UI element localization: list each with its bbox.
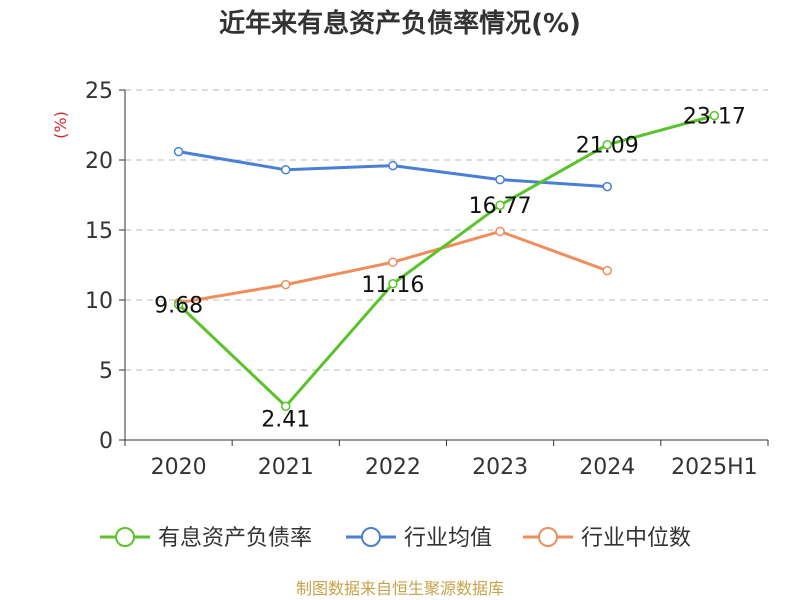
legend-item-0: 有息资产负债率 xyxy=(100,526,312,551)
series-line-0 xyxy=(177,114,715,408)
y-tick-label: 20 xyxy=(85,149,113,174)
x-tick-label: 2025H1 xyxy=(671,455,758,480)
axes: 0 5 10 15 20 25 2020 2021 2022 2023 2024 2025H1 xyxy=(85,79,769,480)
y-tick-label: 0 xyxy=(99,429,113,454)
legend-item-1: 行业均值 xyxy=(346,526,492,551)
data-label: 23.17 xyxy=(683,105,746,130)
data-point xyxy=(388,279,398,289)
x-tick-label: 2021 xyxy=(258,455,314,480)
data-point xyxy=(281,401,291,412)
data-label: 11.16 xyxy=(361,273,424,298)
y-tick-label: 5 xyxy=(99,359,113,384)
legend-item-2: 行业中位数 xyxy=(523,526,691,551)
data-point xyxy=(495,226,505,237)
data-point xyxy=(602,139,612,150)
legend-label: 行业中位数 xyxy=(581,526,691,551)
x-tick-label: 2022 xyxy=(365,455,421,480)
data-point xyxy=(388,160,398,171)
data-point xyxy=(173,299,184,310)
data-label: 16.77 xyxy=(469,194,532,219)
data-point xyxy=(388,257,398,267)
y-tick-label: 15 xyxy=(85,219,113,244)
legend-label: 行业均值 xyxy=(404,526,492,551)
data-point xyxy=(281,279,291,290)
data-point xyxy=(602,265,612,276)
grid-lines xyxy=(125,89,768,371)
legend: 有息资产负债率 行业均值 行业中位数 xyxy=(100,526,691,551)
data-point xyxy=(602,181,612,192)
data-point xyxy=(281,165,291,175)
data-label: 21.09 xyxy=(576,134,639,159)
legend-label: 有息资产负债率 xyxy=(158,526,312,551)
x-tick-label: 2020 xyxy=(151,455,207,480)
chart-title: 近年来有息资产负债率情况(%) xyxy=(219,8,581,39)
data-point xyxy=(709,110,720,121)
data-point xyxy=(495,174,505,185)
series-lines xyxy=(173,110,720,412)
x-tick-label: 2023 xyxy=(472,455,528,480)
y-axis-unit-label: (%) xyxy=(51,111,70,139)
data-point xyxy=(495,200,505,210)
legend-swatch-marker xyxy=(538,527,558,547)
data-label: 2.41 xyxy=(261,407,310,432)
source-note: 制图数据来自恒生聚源数据库 xyxy=(296,579,504,598)
data-labels: 9.68 2.41 11.16 16.77 21.09 23.17 xyxy=(154,105,746,433)
legend-swatch-marker xyxy=(361,527,381,547)
data-point xyxy=(173,146,184,157)
data-label: 9.68 xyxy=(154,293,203,318)
y-tick-label: 25 xyxy=(85,79,113,104)
y-tick-label: 10 xyxy=(85,289,113,314)
x-tick-label: 2024 xyxy=(579,455,635,480)
legend-swatch-marker xyxy=(115,527,135,547)
